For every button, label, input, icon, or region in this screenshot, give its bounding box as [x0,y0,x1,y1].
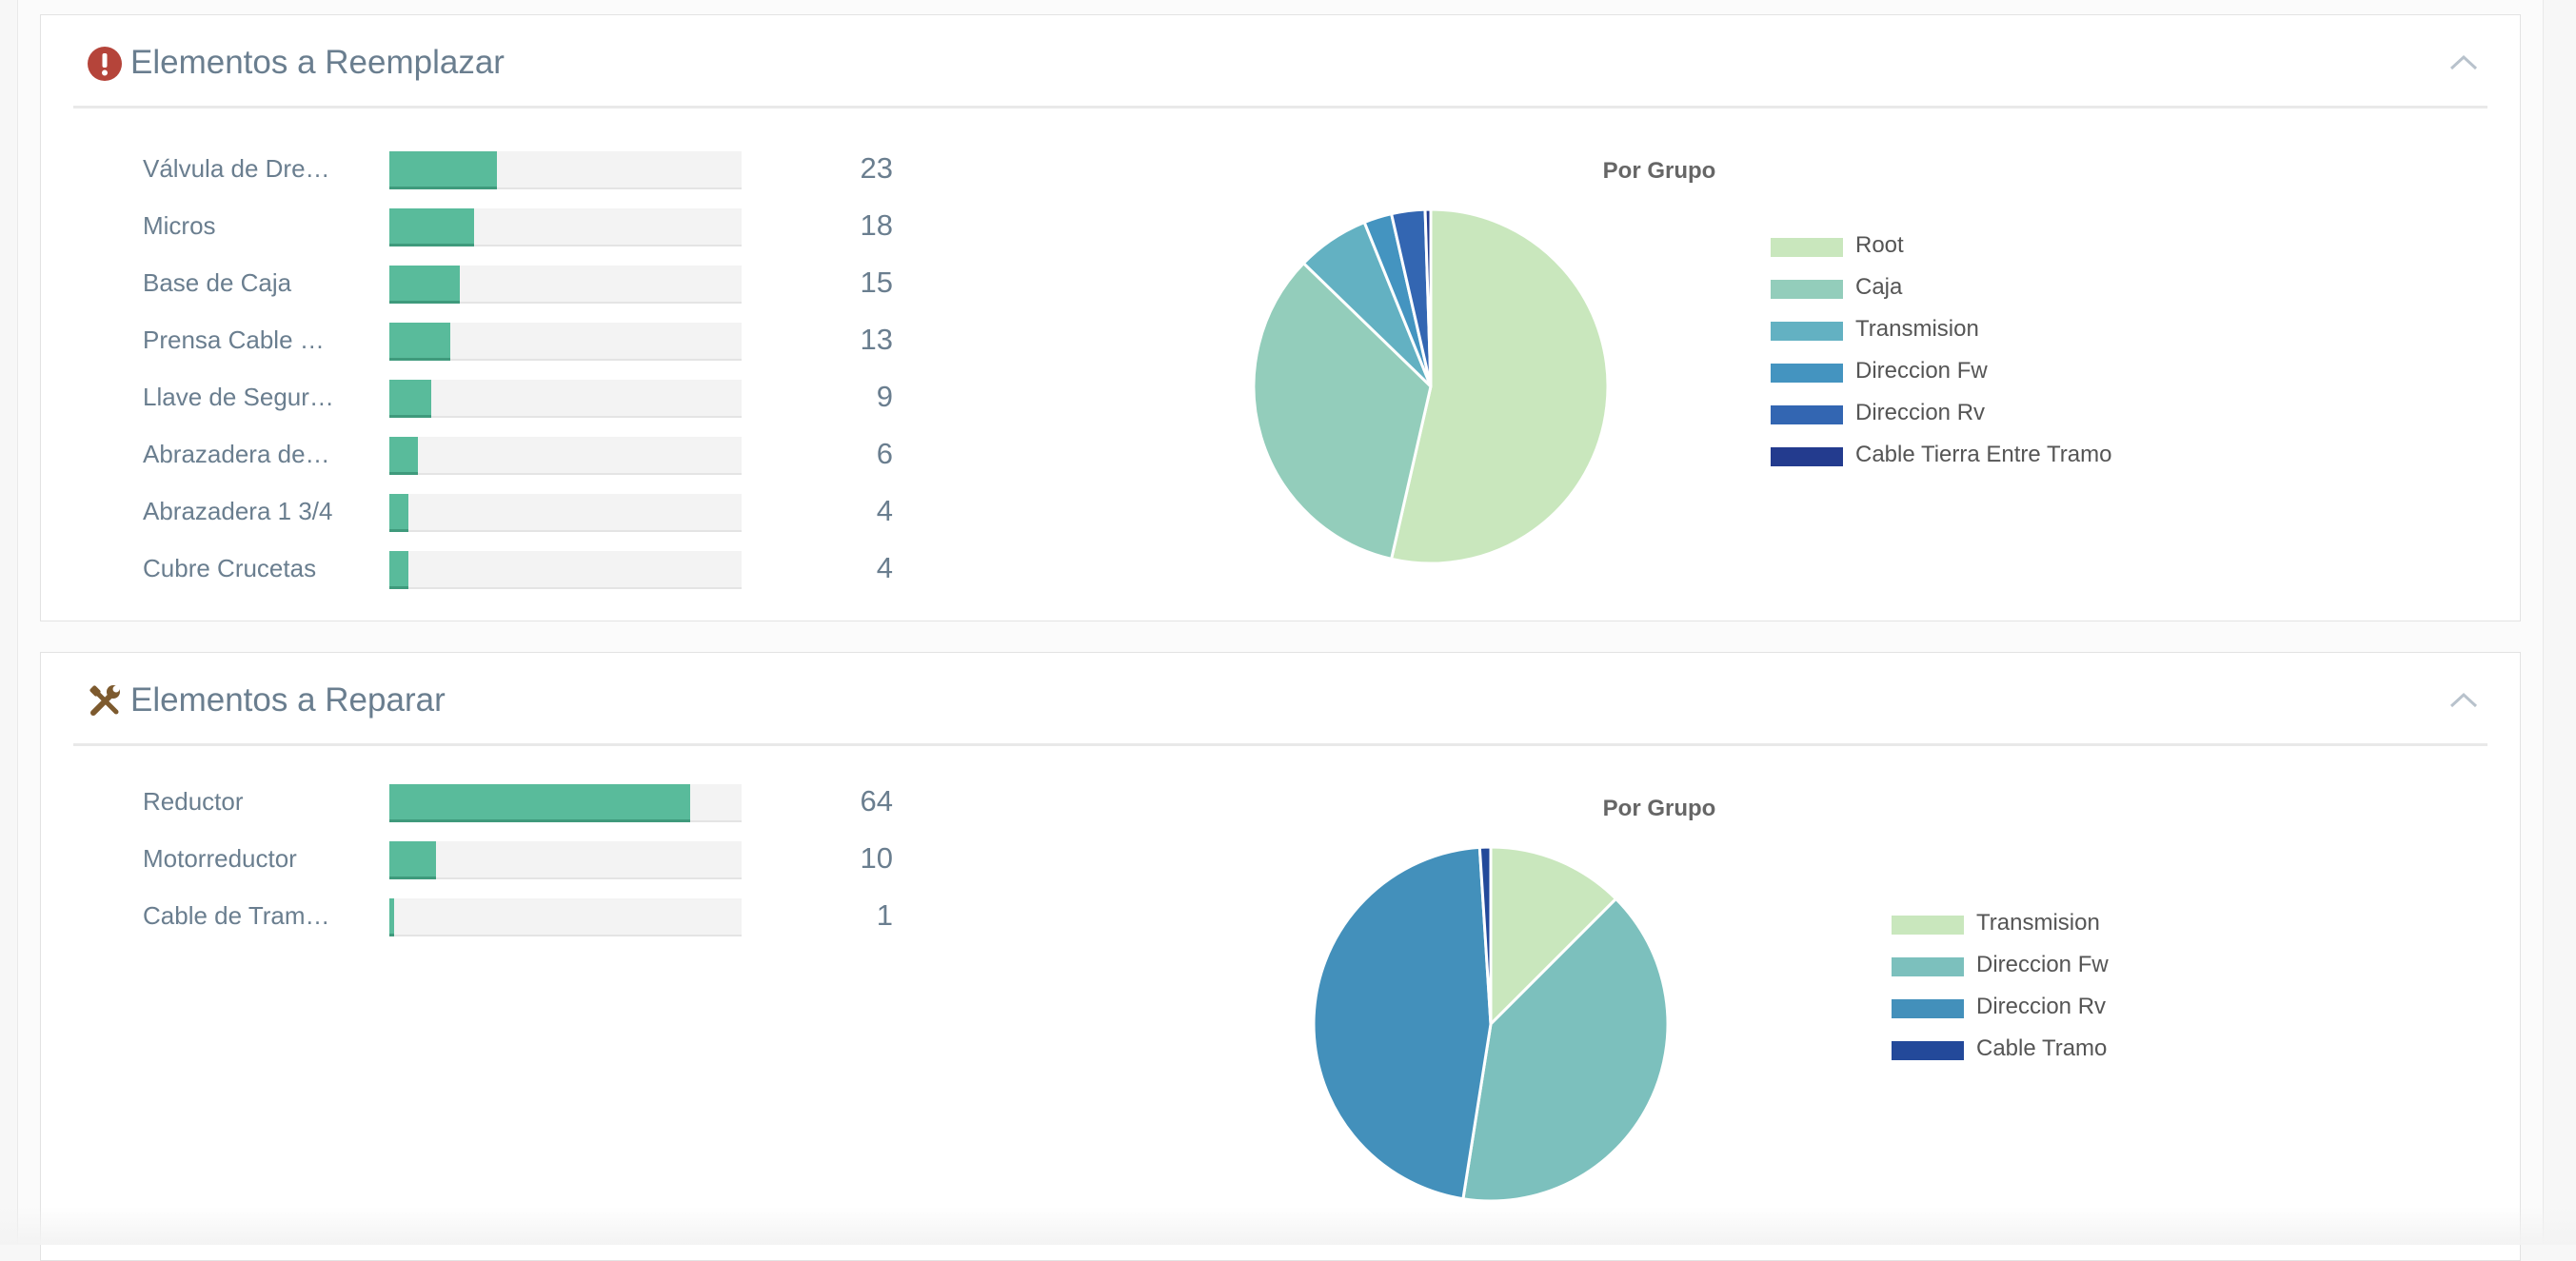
pie-chart [1252,207,1610,565]
bar-row: Base de Caja 15 [143,266,933,304]
bar-row: Motorreductor 10 [143,841,933,879]
bar-row: Reductor 64 [143,784,933,822]
pie-title: Por Grupo [1602,796,1716,821]
bar-track [389,208,742,246]
legend-swatch [1771,447,1843,466]
pie-slice[interactable] [1312,845,1493,1201]
bar-fill [389,380,432,418]
bar-track [389,784,742,822]
bar-fill [389,266,460,304]
exclamation-circle-icon [88,47,122,81]
legend-label: Direccion Rv [1855,400,1986,425]
bar-row: Micros 18 [143,208,933,246]
pie-slice[interactable] [1252,261,1433,562]
bar-value: 6 [876,437,893,470]
pie-slice[interactable] [1423,207,1433,387]
bar-value: 4 [876,551,893,584]
bar-label: Base de Caja [143,268,292,297]
legend-swatch [1892,1041,1964,1060]
bar-fill [389,784,690,822]
bar-row: Válvula de Dre… 23 [143,151,933,189]
panel-title: Elementos a Reemplazar [130,44,505,81]
panel-title: Elementos a Reparar [130,681,446,719]
chevron-up-icon[interactable] [2447,51,2480,72]
legend-swatch [1771,238,1843,257]
bar-track [389,841,742,879]
bar-value: 10 [860,841,893,875]
legend-swatch [1771,322,1843,341]
panel-replace: Elementos a Reemplazar Válvula de Dre… 23… [40,14,2521,621]
bar-value: 15 [860,266,893,299]
bar-value: 1 [876,898,893,932]
bar-label: Reductor [143,787,244,816]
bar-row: Abrazadera de… 6 [143,437,933,475]
bar-track [389,551,742,589]
bar-fill [389,208,474,246]
tools-icon [89,685,120,716]
bar-track [389,266,742,304]
pie-slice[interactable] [1389,207,1610,565]
bar-label: Abrazadera de… [143,440,330,468]
legend-swatch [1771,364,1843,383]
legend-swatch [1771,280,1843,299]
bar-fill [389,551,408,589]
bar-row: Cable de Tram… 1 [143,898,933,936]
pie-chart [1312,845,1670,1203]
legend-label: Transmision [1976,910,2100,936]
pie-slice[interactable] [1489,845,1618,1028]
bar-track [389,151,742,189]
legend-label: Root [1855,232,1904,258]
pie-slice[interactable] [1461,896,1670,1203]
bar-track [389,494,742,532]
bar-value: 9 [876,380,893,413]
legend-swatch [1892,916,1964,935]
panel-header: Elementos a Reparar [73,653,2487,746]
bar-label: Motorreductor [143,844,297,873]
bar-track [389,898,742,936]
bar-row: Prensa Cable … 13 [143,323,933,361]
bar-fill [389,494,408,532]
pie-slice[interactable] [1477,845,1493,1025]
bottom-fade [0,1207,2576,1245]
bar-label: Micros [143,211,216,240]
bar-label: Cubre Crucetas [143,554,317,582]
bar-fill [389,437,418,475]
bar-row: Cubre Crucetas 4 [143,551,933,589]
bar-fill [389,151,498,189]
bar-label: Prensa Cable … [143,325,325,354]
bar-value: 18 [860,208,893,242]
chevron-up-icon[interactable] [2447,689,2480,710]
bar-value: 64 [860,784,893,818]
legend-swatch [1892,957,1964,976]
bar-fill [389,323,451,361]
bar-label: Válvula de Dre… [143,154,330,183]
bar-track [389,437,742,475]
legend-label: Cable Tramo [1976,1035,2108,1061]
legend-label: Direccion Fw [1976,952,2109,977]
bar-track [389,323,742,361]
bar-fill [389,898,394,936]
bar-value: 4 [876,494,893,527]
bar-value: 23 [860,151,893,185]
bar-label: Abrazadera 1 3/4 [143,497,333,525]
bar-label: Cable de Tram… [143,901,330,930]
legend-label: Direccion Fw [1855,358,1988,384]
legend-label: Transmision [1855,316,1979,342]
legend-label: Caja [1855,274,1903,300]
panel-header: Elementos a Reemplazar [73,15,2487,108]
legend-swatch [1771,405,1843,424]
panel-repair: Elementos a Reparar Reductor 64 Motorreduc… [40,652,2521,1261]
legend-label: Cable Tierra Entre Tramo [1855,442,2112,467]
legend-label: Direccion Rv [1976,994,2107,1019]
legend-swatch [1892,999,1964,1018]
pie-title: Por Grupo [1602,158,1716,184]
bar-label: Llave de Segur… [143,383,334,411]
bar-fill [389,841,437,879]
bar-row: Abrazadera 1 3/4 4 [143,494,933,532]
bar-row: Llave de Segur… 9 [143,380,933,418]
bar-value: 13 [860,323,893,356]
bar-track [389,380,742,418]
